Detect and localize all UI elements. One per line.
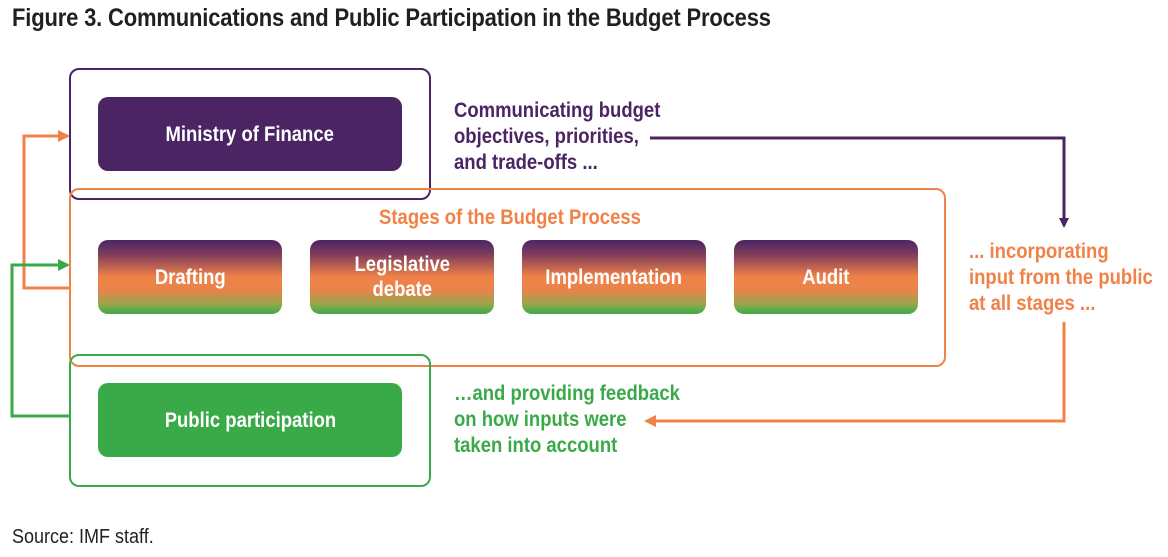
communicating-note: Communicating budget objectives, priorit…: [454, 98, 660, 176]
note-line: Communicating budget: [454, 99, 661, 122]
arrow-stages-to-ministry: [22, 130, 70, 290]
source-note: Source: IMF staff.: [12, 526, 154, 548]
ministry-frame: [69, 68, 431, 200]
public-participation-box: Public participation: [98, 383, 402, 457]
figure-title: Figure 3. Communications and Public Part…: [12, 4, 771, 32]
note-line: …and providing feedback: [454, 382, 680, 405]
incorporating-note: ... incorporating input from the public …: [969, 239, 1153, 317]
ministry-of-finance-box: Ministry of Finance: [98, 97, 402, 171]
note-line: at all stages ...: [969, 292, 1096, 315]
stage-label: Audit: [802, 265, 850, 289]
stage-legislative-debate: Legislative debate: [310, 240, 494, 314]
stage-label: Implementation: [545, 265, 683, 289]
note-line: on how inputs were: [454, 408, 627, 431]
stage-audit: Audit: [734, 240, 918, 314]
stages-frame: [69, 188, 946, 367]
arrow-public-to-stages: [10, 259, 70, 418]
feedback-note: …and providing feedback on how inputs we…: [454, 381, 680, 459]
arrow-incorporating-to-feedback: [644, 322, 1066, 427]
stage-label: Legislative debate: [354, 253, 450, 301]
note-line: taken into account: [454, 434, 618, 457]
stages-heading: Stages of the Budget Process: [379, 206, 641, 229]
note-line: objectives, priorities,: [454, 125, 639, 148]
note-line: input from the public: [969, 266, 1153, 289]
ministry-label: Ministry of Finance: [165, 122, 335, 146]
note-line: ... incorporating: [969, 240, 1109, 263]
stage-implementation: Implementation: [522, 240, 706, 314]
arrow-communicating-to-public: [650, 136, 1069, 228]
stage-drafting: Drafting: [98, 240, 282, 314]
stage-label: Drafting: [154, 265, 226, 289]
note-line: and trade-offs ...: [454, 151, 598, 174]
public-frame: [69, 354, 431, 487]
public-label: Public participation: [164, 408, 336, 432]
